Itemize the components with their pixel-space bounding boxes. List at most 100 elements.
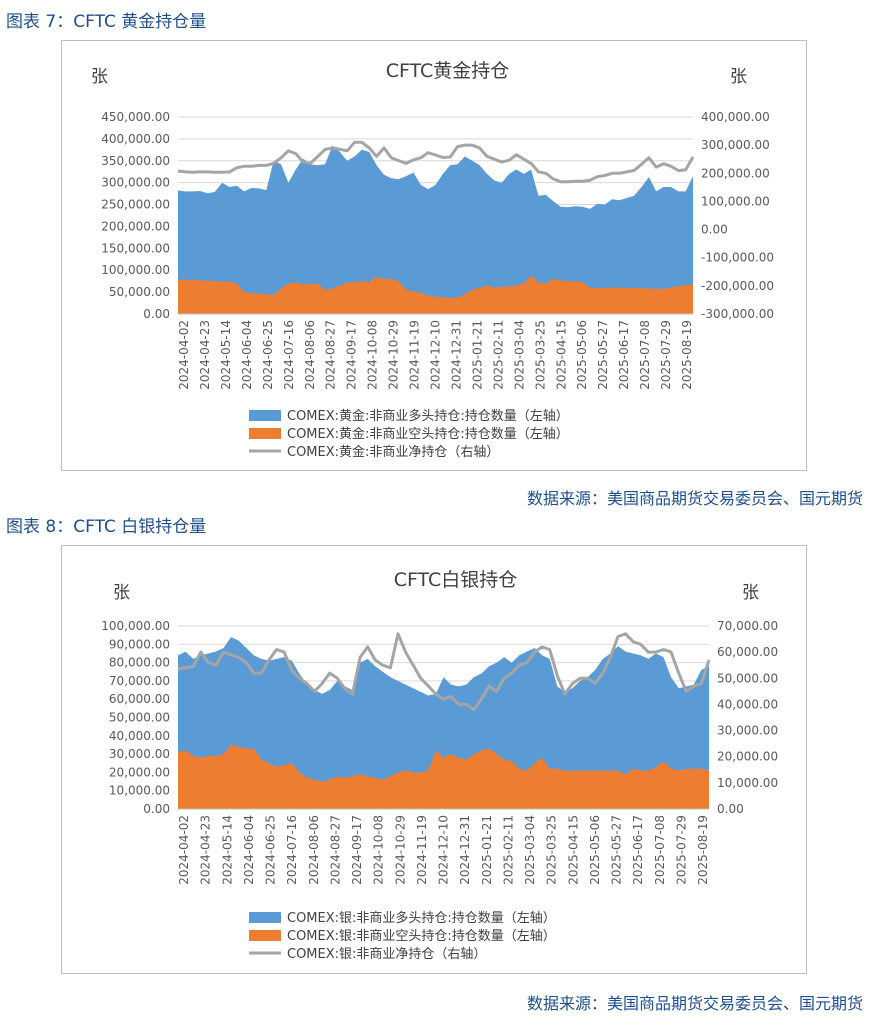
right-axis-tick-label: -100,000.00 [701, 251, 774, 265]
right-axis-tick-label: 30,000.00 [717, 724, 778, 738]
x-axis-tick-label: 2025-05-06 [588, 815, 602, 885]
series-area-short [178, 744, 709, 809]
x-axis-tick-label: 2025-07-29 [659, 320, 673, 390]
x-axis-tick-label: 2024-10-29 [387, 320, 401, 390]
x-axis-tick-label: 2025-04-15 [566, 815, 580, 885]
left-axis-tick-label: 40,000.00 [109, 729, 170, 743]
x-axis-tick-label: 2024-06-25 [264, 815, 278, 885]
x-axis-tick-label: 2024-08-06 [303, 320, 317, 390]
legend-swatch [249, 428, 281, 439]
x-axis-tick-label: 2024-05-14 [220, 815, 234, 885]
left-axis-tick-label: 0.00 [143, 307, 170, 321]
x-axis-tick-label: 2024-07-16 [282, 320, 296, 390]
x-axis-tick-label: 2025-02-11 [501, 815, 515, 885]
left-axis-tick-label: 70,000.00 [109, 674, 170, 688]
x-axis-tick-label: 2024-11-19 [415, 815, 429, 885]
legend-swatch [249, 410, 281, 421]
x-axis-tick-label: 2024-10-29 [393, 815, 407, 885]
x-axis-tick-label: 2025-03-25 [545, 815, 559, 885]
x-axis-tick-label: 2025-08-19 [680, 320, 694, 390]
x-axis-tick-label: 2024-05-14 [219, 320, 233, 390]
x-axis-tick-label: 2024-07-16 [285, 815, 299, 885]
series-area-long [178, 637, 709, 809]
left-axis-tick-label: 300,000.00 [101, 176, 170, 190]
x-axis-tick-label: 2025-07-08 [653, 815, 667, 885]
right-axis-tick-label: -200,000.00 [701, 279, 774, 293]
x-axis-tick-label: 2024-12-10 [437, 815, 451, 885]
left-axis-tick-label: 450,000.00 [101, 110, 170, 124]
right-axis-tick-label: 60,000.00 [717, 645, 778, 659]
x-axis-tick-label: 2025-05-27 [610, 815, 624, 885]
x-axis-tick-label: 2025-03-25 [533, 320, 547, 390]
x-axis-tick-label: 2025-06-17 [617, 320, 631, 390]
chart-title: CFTC白银持仓 [394, 569, 518, 591]
left-axis-tick-label: 200,000.00 [101, 219, 170, 233]
series-line-net [177, 140, 695, 184]
x-axis-tick-label: 2024-12-31 [449, 320, 463, 390]
legend-swatch [249, 930, 281, 941]
right-axis-tick-label: 0.00 [701, 223, 728, 237]
right-axis-tick-label: 0.00 [717, 802, 744, 816]
left-axis-tick-label: 0.00 [143, 802, 170, 816]
left-axis-unit: 张 [113, 583, 130, 603]
left-axis-tick-label: 150,000.00 [101, 241, 170, 255]
figure-caption: 图表 8：CFTC 白银持仓量 [6, 517, 207, 537]
data-source-note: 数据来源：美国商品期货交易委员会、国元期货 [526, 994, 863, 1013]
series-line-net [177, 632, 711, 712]
left-axis-tick-label: 20,000.00 [109, 765, 170, 779]
left-axis-tick-label: 80,000.00 [109, 656, 170, 670]
left-axis-tick-label: 10,000.00 [109, 784, 170, 798]
x-axis-tick-label: 2024-08-06 [307, 815, 321, 885]
left-axis-unit: 张 [91, 67, 108, 87]
x-axis-tick-label: 2025-03-04 [523, 815, 537, 885]
right-axis-tick-label: 70,000.00 [717, 619, 778, 633]
chart-svg: CFTC黄金持仓 张 张 450,000.00 400,000.00 350,000.00… [91, 60, 774, 460]
chart-container: CFTC白银持仓张 张 100,000.00 90,000.00 80,000.00 70… [61, 545, 807, 974]
x-axis-tick-label: 2024-12-31 [458, 815, 472, 885]
x-axis-tick-label: 2024-10-08 [372, 815, 386, 885]
x-axis-tick-label: 2024-10-08 [366, 320, 380, 390]
x-axis-tick-label: 2024-04-02 [177, 815, 191, 885]
x-axis-tick-label: 2025-02-11 [491, 320, 505, 390]
right-axis-tick-label: 400,000.00 [701, 110, 770, 124]
data-source-note: 数据来源：美国商品期货交易委员会、国元期货 [526, 489, 863, 508]
x-axis-tick-label: 2025-01-21 [470, 320, 484, 390]
left-axis-tick-label: 250,000.00 [101, 198, 170, 212]
x-axis-tick-label: 2025-06-17 [631, 815, 645, 885]
right-axis-tick-label: 40,000.00 [717, 697, 778, 711]
x-axis-tick-label: 2025-07-29 [674, 815, 688, 885]
x-axis-tick-label: 2024-04-23 [198, 320, 212, 390]
legend-label: COMEX:银:非商业空头持仓:持仓数量（左轴） [287, 929, 556, 944]
legend-swatch [249, 912, 281, 923]
left-axis-tick-label: 400,000.00 [101, 132, 170, 146]
series-area-long [178, 145, 693, 314]
x-axis-tick-label: 2025-03-04 [512, 320, 526, 390]
x-axis-tick-label: 2024-04-02 [177, 320, 191, 390]
x-axis-tick-label: 2025-05-27 [596, 320, 610, 390]
x-axis-tick-label: 2024-06-04 [242, 815, 256, 885]
legend-label: COMEX:黄金:非商业净持仓（右轴） [287, 444, 499, 460]
figure-caption: 图表 7：CFTC 黄金持仓量 [6, 12, 207, 32]
left-axis-tick-label: 60,000.00 [109, 692, 170, 706]
x-axis-tick-label: 2025-07-08 [638, 320, 652, 390]
x-axis-tick-label: 2024-08-27 [324, 320, 338, 390]
x-axis-tick-label: 2025-05-06 [575, 320, 589, 390]
chart-container: CFTC黄金持仓 张 张 450,000.00 400,000.00 350,000.00… [61, 40, 807, 471]
right-axis-tick-label: 300,000.00 [701, 138, 770, 152]
legend-label: COMEX:银:非商业净持仓（右轴） [287, 947, 486, 962]
series-area-short [178, 275, 693, 314]
left-axis-tick-label: 100,000.00 [101, 263, 170, 277]
legend-label: COMEX:黄金:非商业空头持仓:持仓数量（左轴） [287, 426, 569, 442]
x-axis-tick-label: 2024-08-27 [328, 815, 342, 885]
left-axis-tick-label: 350,000.00 [101, 154, 170, 168]
legend-label: COMEX:黄金:非商业多头持仓:持仓数量（左轴） [287, 408, 569, 424]
left-axis-tick-label: 100,000.00 [101, 619, 170, 633]
x-axis-tick-label: 2024-06-04 [240, 320, 254, 390]
right-axis-tick-label: 200,000.00 [701, 166, 770, 180]
right-axis-tick-label: 20,000.00 [717, 750, 778, 764]
right-axis-unit: 张 [730, 67, 747, 87]
chart-title: CFTC黄金持仓 [386, 60, 510, 82]
right-axis-tick-label: 50,000.00 [717, 671, 778, 685]
x-axis-tick-label: 2025-04-15 [554, 320, 568, 390]
